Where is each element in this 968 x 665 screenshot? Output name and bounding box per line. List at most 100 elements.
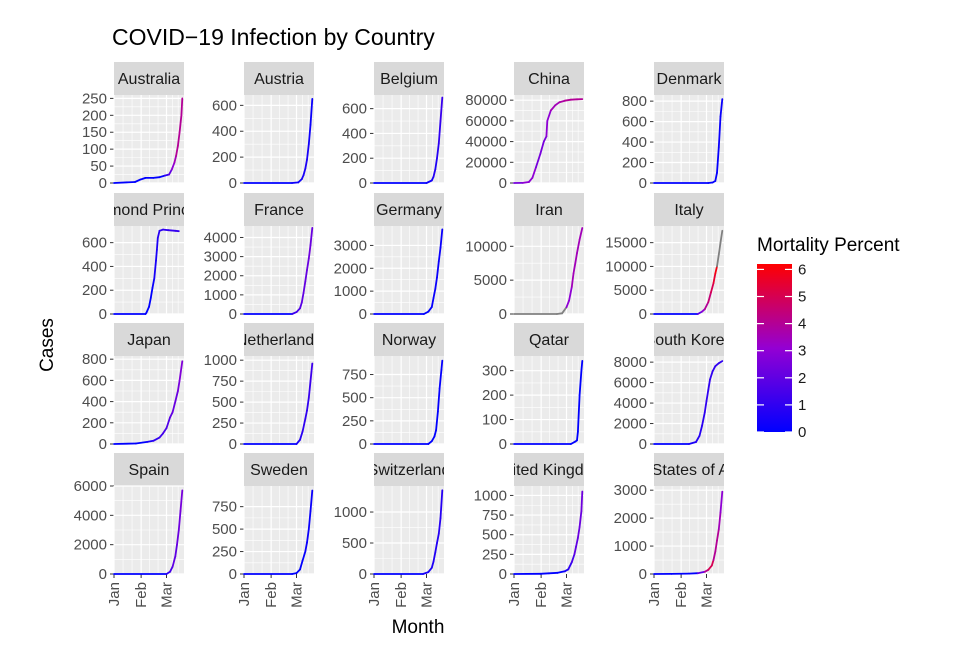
plot-background [514,486,584,574]
series-segment-denmark [719,98,724,118]
strip-label-france: France [254,202,304,219]
series-segment-austria [306,143,310,161]
series-segment-iran [568,285,573,302]
panel-germany: Germany 0 1000 2000 3000 [334,193,444,323]
series-segment-australia [158,174,166,179]
y-tick-label: 3000 [204,249,237,266]
series-segment-switzerland [439,489,444,520]
y-tick-label: 50 [90,158,107,175]
y-tick-label: 1000 [334,504,367,521]
series-segment-austria [307,123,312,146]
strip-label-denmark: Denmark [657,71,723,88]
strip-background [654,62,724,95]
x-tick-label: Jan [366,582,383,606]
y-tick-label: 0 [99,566,107,583]
y-tick-label: 100 [482,412,507,429]
panel-italy: Italy 0 5000 10000 15000 [605,193,724,323]
series-segment-germany [436,260,440,279]
series-segment-south-korea [698,424,703,437]
y-tick-label: 500 [342,390,367,407]
strip-background [114,453,184,486]
x-tick-label: Jan [106,582,123,606]
strip-background [514,453,584,486]
y-tick-label: 250 [82,90,107,107]
strip-label-south-korea: South Korea [645,332,734,349]
series-segment-netherlands [301,417,307,433]
series-segment-netherlands [299,430,304,441]
series-segment-diamond-princess [155,248,158,262]
series-segment-australia [176,131,181,147]
series-segment-switzerland [427,566,433,573]
series-segment-denmark [714,171,718,182]
y-tick-label: 0 [499,306,507,323]
series-segment-iran [561,306,568,315]
strip-label-japan: Japan [127,332,171,349]
series-segment-diamond-princess [153,259,157,280]
series-segment-united-kingdom [570,553,576,564]
y-tick-label: 600 [342,101,367,118]
series-segment-china [554,101,561,107]
panel-qatar: Qatar 0 100 200 300 [482,323,584,453]
series-segment-australia [170,161,176,171]
y-tick-label: 250 [482,546,507,563]
y-tick-label: 750 [212,373,237,390]
y-tick-label: 400 [212,123,237,140]
y-tick-label: 200 [82,282,107,299]
series-segment-japan [174,390,179,403]
strip-background [654,193,724,226]
plot-background [114,356,184,444]
y-tick-label: 250 [212,415,237,432]
series-segment-united-states-of-america [710,559,715,567]
series-segment-united-kingdom [556,570,566,574]
series-segment-australia [113,181,136,184]
series-segment-italy [712,272,717,285]
y-tick-label: 2000 [74,537,107,554]
series-segment-diamond-princess [148,296,152,308]
y-tick-label: 600 [622,114,647,131]
series-segment-qatar [578,369,583,397]
series-segment-france [309,226,314,247]
series-segment-diamond-princess [145,305,150,314]
series-segment-norway [438,368,443,390]
y-tick-label: 500 [212,521,237,538]
strip-background [244,193,314,226]
series-segment-norway [436,387,441,413]
series-segment-italy [717,241,722,256]
x-tick-label: Mar [289,582,306,608]
strip-label-germany: Germany [376,202,442,219]
series-segment-australia [168,168,173,176]
legend-colorbar [757,264,792,432]
series-segment-netherlands [295,438,301,445]
series-segment-italy [710,282,715,294]
y-tick-label: 0 [639,566,647,583]
y-tick-label: 0 [639,436,647,453]
series-segment-australia [152,176,161,179]
series-segment-italy [707,291,712,304]
y-tick-label: 200 [482,387,507,404]
series-segment-china [563,98,572,102]
series-segment-china [558,99,566,104]
plot-background [244,486,314,574]
series-segment-south-korea [701,411,706,427]
y-tick-label: 750 [342,367,367,384]
strip-background [244,453,314,486]
y-tick-label: 500 [212,394,237,411]
series-segment-australia [178,114,183,134]
panel-belgium: Belgium 0 200 400 600 [342,62,444,192]
strip-label-spain: Spain [129,462,170,479]
series-segment-germany [437,246,442,263]
series-segment-australia [139,176,147,181]
y-tick-label: 200 [212,149,237,166]
y-tick-label: 8000 [614,354,647,371]
y-tick-label: 200 [82,415,107,432]
x-tick-label: Feb [263,582,280,608]
series-segment-diamond-princess [167,229,177,232]
plot-background [654,95,724,183]
series-segment-austria [302,167,307,177]
series-segment-iran [570,272,575,288]
series-segment-italy [703,301,710,311]
series-segment-japan [178,360,184,382]
plot-background [654,226,724,314]
series-segment-china [539,140,545,155]
